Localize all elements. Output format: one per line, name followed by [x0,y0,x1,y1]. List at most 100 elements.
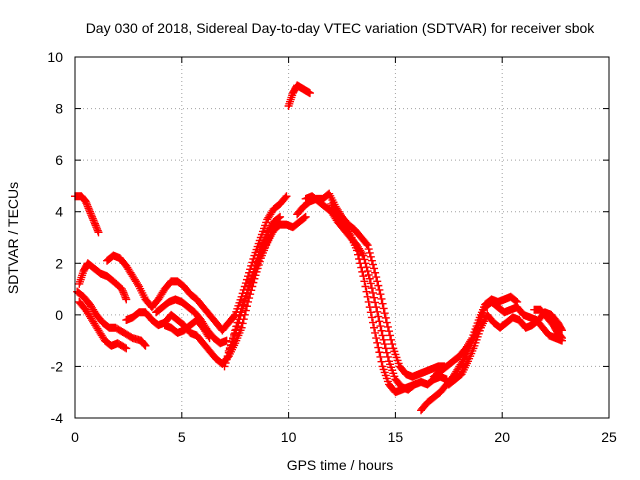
data-point [237,323,246,332]
data-point [376,352,385,361]
data-point [83,200,92,209]
series-arc-5 [103,251,227,335]
data-point [367,256,376,265]
data-point [238,301,247,310]
data-point [205,334,214,343]
series-arc-19 [530,305,567,343]
data-point [366,279,375,288]
data-point [301,212,310,221]
x-tick-label: 0 [71,429,79,445]
y-tick-label: 6 [55,152,63,168]
data-point [363,267,372,276]
data-point [90,219,99,228]
x-tick-label: 20 [494,429,510,445]
data-point [410,380,419,389]
data-point [378,299,387,308]
data-point [386,331,395,340]
data-point [90,218,99,227]
data-point [300,213,309,222]
grid-lines [75,57,609,418]
data-point [373,338,382,347]
data-point [374,343,383,352]
y-tick-label: -2 [51,358,64,374]
data-point [119,288,128,297]
data-point [222,355,231,364]
data-point [94,228,103,237]
data-points [71,81,567,415]
data-point [276,212,285,221]
plot-frame [74,56,610,419]
data-point [88,214,97,223]
x-tick-label: 25 [601,429,617,445]
data-point [122,295,131,304]
data-point [232,322,241,331]
series-arc-3 [75,297,131,353]
data-point [223,352,232,361]
data-point [373,277,382,286]
data-point [381,344,390,353]
series-arc-15 [327,199,419,397]
data-point [367,284,376,293]
data-point [376,322,385,331]
data-point [221,358,230,367]
y-tick-label: 4 [55,204,63,220]
data-point [388,340,397,349]
data-point [558,334,567,343]
data-point [382,348,391,357]
data-point [364,245,373,254]
data-point [371,268,380,277]
data-point [87,211,96,220]
data-point [365,274,374,283]
data-point [360,277,369,286]
data-point [225,345,234,354]
data-point [364,270,373,279]
data-point [231,326,240,335]
x-axis-label: GPS time / hours [287,457,394,473]
x-tick-label: 5 [178,429,186,445]
data-point [365,303,374,312]
data-point [375,348,384,357]
data-point [366,252,375,261]
data-point [120,290,129,299]
data-point [140,340,149,349]
data-point [120,291,129,300]
data-point [375,317,384,326]
series-arc-18 [444,308,567,389]
data-point [117,285,126,294]
data-point [85,207,94,216]
data-point [305,89,314,98]
data-point [226,341,235,350]
data-point [120,343,129,352]
data-point [359,272,368,281]
data-point [379,304,388,313]
data-point [358,249,367,258]
data-point [282,192,291,201]
data-point [372,273,381,282]
data-point [235,311,244,320]
data-point [357,263,366,272]
data-point [374,312,383,321]
data-point [370,264,379,273]
data-point [363,241,372,250]
data-point [84,204,93,213]
data-point [363,292,372,301]
data-point [381,313,390,322]
data-point [122,344,131,353]
data-point [220,362,229,371]
data-point [557,333,566,342]
data-point [377,357,386,366]
data-point [377,294,386,303]
series-arc-6 [122,212,310,368]
y-tick-label: 0 [55,307,63,323]
data-point [380,340,389,349]
data-point [86,209,95,218]
data-point [230,330,239,339]
data-point [361,282,370,291]
series-arc-2 [73,287,150,350]
data-point [93,226,102,235]
data-point [85,205,94,214]
data-point [88,212,97,221]
data-point [229,334,238,343]
data-point [375,285,384,294]
data-point [355,254,364,263]
